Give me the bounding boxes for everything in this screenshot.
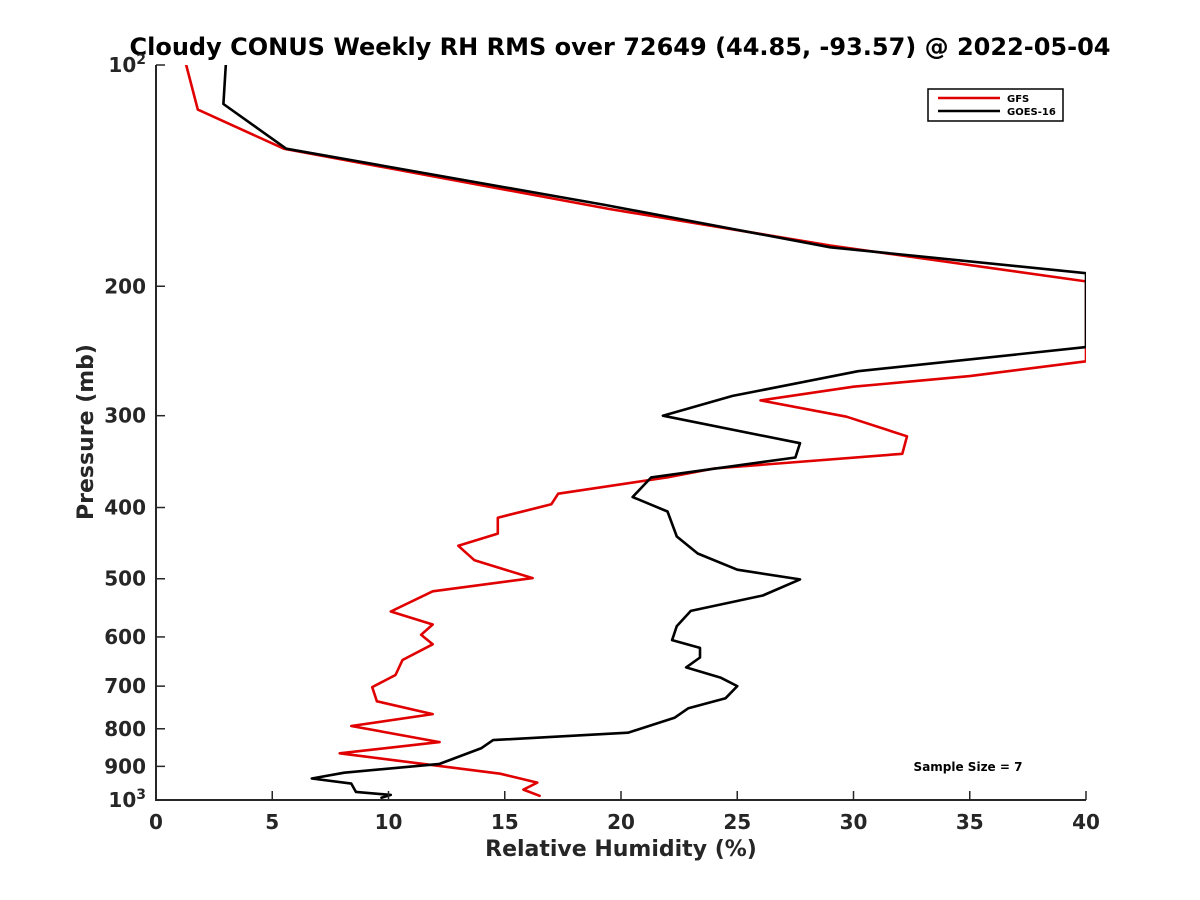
x-axis-ticks: 0 5 10 15 20 25 30 35 40 [149,791,1100,834]
chart-title: Cloudy CONUS Weekly RH RMS over 72649 (4… [130,33,1111,61]
sample-size-annotation: Sample Size = 7 [914,760,1023,774]
x-tick-label: 40 [1072,810,1100,834]
y-tick-label: 400 [104,496,146,520]
legend-box [927,88,1064,122]
y-tick-label: 600 [104,625,146,649]
y-tick-label: 800 [104,717,146,741]
x-tick-label: 25 [723,810,751,834]
y-tick-label: 900 [104,754,146,778]
series-layer [184,65,1086,800]
y-tick-label: 200 [104,274,146,298]
series-line-gfs [184,65,1086,798]
y-axis-label: Pressure (mb) [74,344,99,520]
x-axis-label: Relative Humidity (%) [485,837,757,862]
x-tick-label: 30 [840,810,868,834]
legend: GFS GOES-16 [927,88,1064,122]
x-tick-label: 5 [265,810,279,834]
y-tick-label: 300 [104,404,146,428]
y-tick-label: 500 [104,567,146,591]
plot-area: 0 5 10 15 20 25 30 35 40 102 200 300 400 500 600 700 80… [104,52,1100,834]
legend-label: GFS [1007,94,1029,105]
x-tick-label: 0 [149,810,163,834]
y-axis-ticks: 102 200 300 400 500 600 700 800 900 103 [104,52,165,812]
x-tick-label: 20 [607,810,635,834]
x-tick-label: 35 [956,810,984,834]
legend-label: GOES-16 [1007,107,1056,118]
y-tick-label: 102 [108,52,146,77]
y-tick-label: 700 [104,674,146,698]
y-tick-label: 103 [108,787,146,812]
x-tick-label: 10 [375,810,403,834]
series-line-goes-16 [222,65,1086,800]
x-tick-label: 15 [491,810,519,834]
plot-background [156,65,1086,800]
